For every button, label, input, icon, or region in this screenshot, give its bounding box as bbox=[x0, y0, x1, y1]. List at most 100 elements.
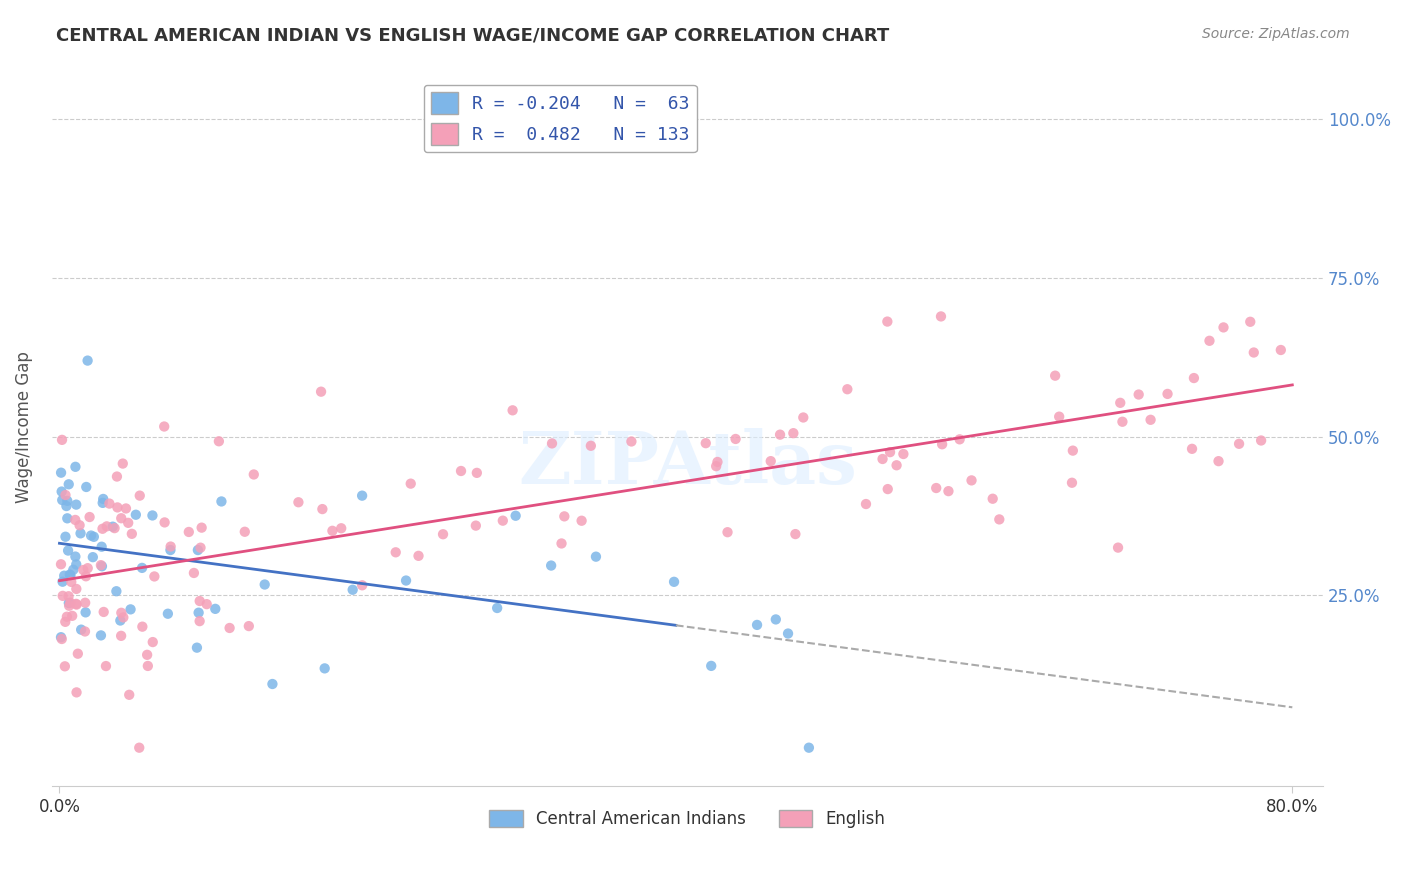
Point bbox=[879, 445, 901, 459]
Point bbox=[204, 602, 226, 616]
Point bbox=[52, 589, 75, 603]
Point bbox=[785, 527, 807, 541]
Point bbox=[1111, 415, 1133, 429]
Point bbox=[886, 458, 908, 473]
Point bbox=[792, 410, 814, 425]
Point bbox=[153, 419, 176, 434]
Point bbox=[706, 455, 728, 469]
Point bbox=[571, 514, 593, 528]
Point bbox=[90, 558, 112, 573]
Point bbox=[115, 501, 138, 516]
Point bbox=[72, 563, 94, 577]
Point bbox=[395, 574, 418, 588]
Legend: Central American Indians, English: Central American Indians, English bbox=[482, 804, 893, 835]
Point bbox=[876, 315, 898, 329]
Point bbox=[384, 545, 406, 559]
Point bbox=[121, 526, 143, 541]
Point bbox=[188, 614, 211, 628]
Point bbox=[56, 494, 79, 508]
Point bbox=[101, 519, 124, 533]
Point bbox=[51, 493, 73, 508]
Point bbox=[118, 688, 141, 702]
Point bbox=[1182, 371, 1205, 385]
Point bbox=[540, 558, 562, 573]
Point bbox=[96, 519, 118, 533]
Point bbox=[938, 484, 960, 499]
Point bbox=[51, 433, 73, 447]
Point bbox=[51, 632, 73, 646]
Point bbox=[65, 558, 87, 572]
Point bbox=[311, 502, 333, 516]
Point bbox=[486, 601, 509, 615]
Point bbox=[59, 567, 82, 582]
Point bbox=[90, 628, 112, 642]
Point bbox=[83, 530, 105, 544]
Point bbox=[782, 426, 804, 441]
Point bbox=[75, 606, 97, 620]
Point bbox=[695, 436, 717, 450]
Point bbox=[776, 626, 799, 640]
Point bbox=[190, 521, 212, 535]
Point bbox=[98, 497, 121, 511]
Point bbox=[79, 510, 101, 524]
Point bbox=[190, 541, 212, 555]
Point bbox=[769, 427, 792, 442]
Point bbox=[91, 491, 114, 506]
Point bbox=[90, 540, 112, 554]
Point bbox=[153, 516, 176, 530]
Point bbox=[94, 659, 117, 673]
Point bbox=[352, 489, 374, 503]
Point bbox=[131, 620, 153, 634]
Point bbox=[1107, 541, 1129, 555]
Point bbox=[262, 677, 284, 691]
Point bbox=[321, 524, 343, 538]
Point bbox=[1128, 387, 1150, 401]
Point bbox=[66, 647, 89, 661]
Point bbox=[1212, 320, 1234, 334]
Point bbox=[1250, 434, 1272, 448]
Point bbox=[53, 659, 76, 673]
Point bbox=[553, 509, 575, 524]
Point bbox=[700, 659, 723, 673]
Text: CENTRAL AMERICAN INDIAN VS ENGLISH WAGE/INCOME GAP CORRELATION CHART: CENTRAL AMERICAN INDIAN VS ENGLISH WAGE/… bbox=[56, 27, 890, 45]
Point bbox=[105, 584, 128, 599]
Point bbox=[287, 495, 309, 509]
Point bbox=[579, 439, 602, 453]
Point bbox=[49, 558, 72, 572]
Point bbox=[60, 574, 83, 589]
Point bbox=[505, 508, 527, 523]
Point bbox=[949, 433, 972, 447]
Point bbox=[1109, 396, 1132, 410]
Text: Source: ZipAtlas.com: Source: ZipAtlas.com bbox=[1202, 27, 1350, 41]
Point bbox=[159, 543, 181, 558]
Point bbox=[111, 457, 134, 471]
Point bbox=[49, 630, 72, 644]
Point bbox=[716, 525, 738, 540]
Point bbox=[988, 512, 1011, 526]
Point bbox=[136, 648, 159, 662]
Point bbox=[136, 659, 159, 673]
Point bbox=[1047, 409, 1070, 424]
Point bbox=[107, 500, 129, 515]
Point bbox=[408, 549, 430, 563]
Point bbox=[55, 530, 77, 544]
Y-axis label: Wage/Income Gap: Wage/Income Gap bbox=[15, 351, 32, 503]
Point bbox=[330, 521, 353, 535]
Point bbox=[797, 740, 820, 755]
Point bbox=[1243, 345, 1265, 359]
Point bbox=[75, 569, 97, 583]
Point bbox=[218, 621, 240, 635]
Point bbox=[876, 482, 898, 496]
Point bbox=[704, 459, 727, 474]
Point bbox=[925, 481, 948, 495]
Point bbox=[110, 614, 132, 628]
Point bbox=[65, 513, 87, 527]
Point bbox=[65, 582, 87, 596]
Point bbox=[724, 432, 747, 446]
Point bbox=[253, 577, 276, 591]
Point bbox=[187, 606, 209, 620]
Point bbox=[1156, 387, 1178, 401]
Point bbox=[620, 434, 643, 449]
Point bbox=[855, 497, 877, 511]
Point bbox=[51, 484, 73, 499]
